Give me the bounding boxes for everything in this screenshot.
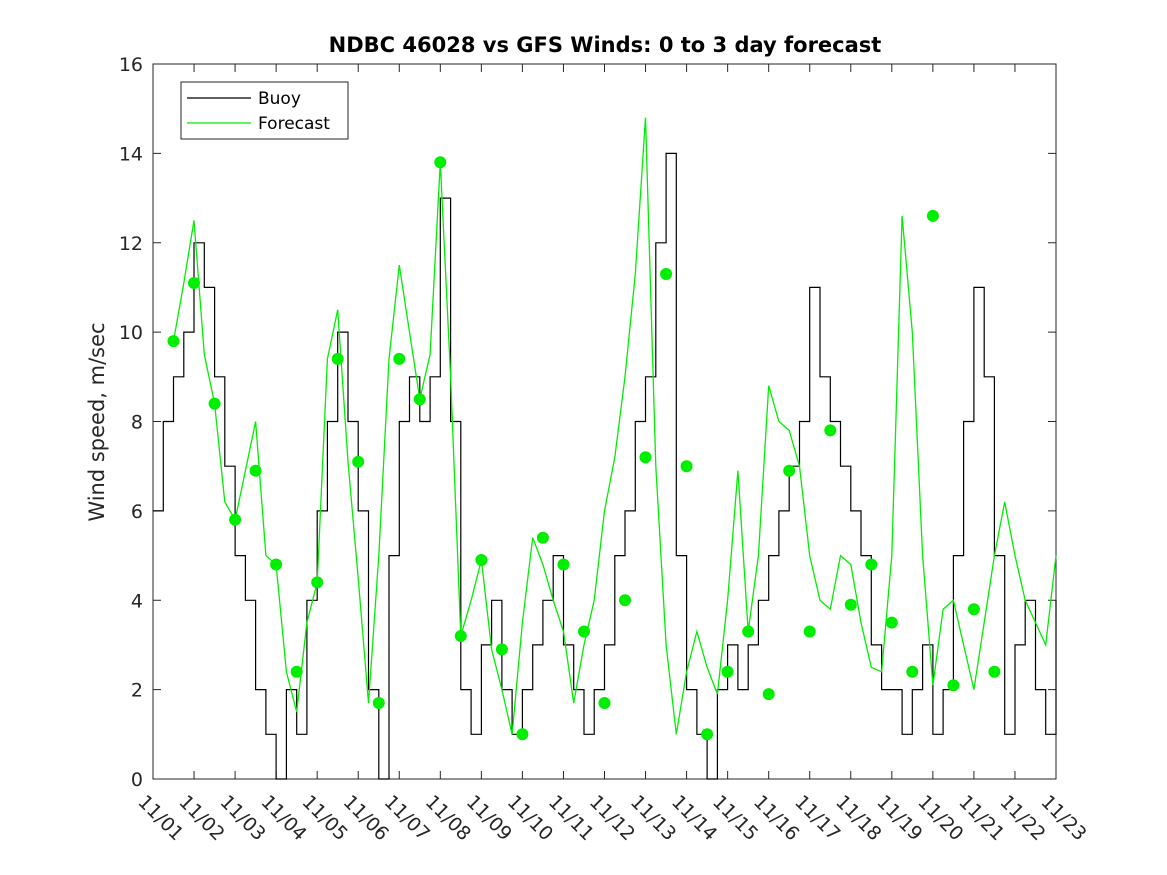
y-axis-label: Wind speed, m/sec [85,322,109,521]
forecast-marker [495,643,508,656]
series-line-forecast [172,117,1057,735]
y-tick-label: 6 [131,501,143,523]
forecast-marker [824,424,837,437]
chart-title: NDBC 46028 vs GFS Winds: 0 to 3 day fore… [329,33,882,57]
forecast-marker [393,352,406,365]
legend-box [180,81,349,140]
forecast-marker [598,697,611,709]
forecast-marker [742,625,755,638]
forecast-marker [783,464,796,477]
forecast-marker [229,513,242,526]
forecast-marker [762,688,775,701]
forecast-marker [249,464,262,477]
forecast-marker [331,352,344,365]
forecast-marker [578,625,590,638]
forecast-marker [721,665,734,678]
legend-entry: Buoy [258,89,301,109]
y-tick-label: 12 [119,233,143,255]
forecast-marker [660,268,673,280]
forecast-marker [167,335,180,348]
y-tick-label: 16 [119,54,143,76]
forecast-marker [926,209,939,222]
y-tick-label: 4 [131,590,143,612]
series-line-buoy [153,152,1057,780]
forecast-marker [516,728,529,741]
forecast-marker [475,554,488,566]
forecast-marker [844,598,857,611]
forecast-marker [372,697,385,709]
forecast-marker [557,558,570,571]
y-tick-label: 14 [119,143,143,165]
forecast-marker [619,594,631,607]
forecast-marker [906,665,919,678]
forecast-marker [290,665,303,678]
forecast-marker [352,455,365,468]
forecast-marker [270,558,283,571]
forecast-marker [311,576,324,589]
forecast-marker [188,277,200,289]
forecast-marker [967,603,980,616]
y-tick-label: 0 [131,769,143,791]
forecast-marker [639,451,652,464]
forecast-marker [454,630,467,642]
y-tick-label: 2 [131,680,143,702]
forecast-marker [803,625,816,638]
forecast-marker [208,397,221,410]
forecast-marker [701,728,714,741]
forecast-marker [434,156,447,169]
y-tick-label: 8 [131,412,143,434]
forecast-marker [680,460,693,473]
forecast-marker [865,558,878,571]
forecast-marker [885,616,898,629]
forecast-marker [947,679,960,692]
forecast-marker [988,665,1001,678]
legend: Buoy Forecast [180,81,349,140]
y-tick-label: 10 [119,322,143,344]
forecast-marker [536,531,549,544]
legend-entry: Forecast [258,114,330,134]
forecast-marker [413,393,426,406]
